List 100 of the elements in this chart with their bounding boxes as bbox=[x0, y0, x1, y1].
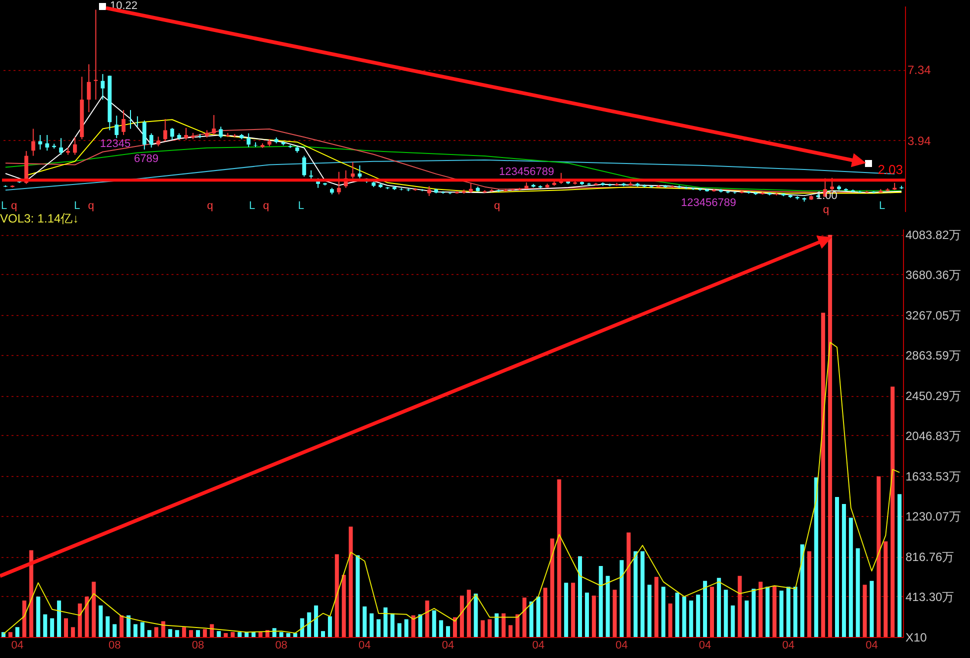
candlestick bbox=[45, 134, 50, 152]
bar bbox=[320, 631, 325, 637]
bar bbox=[460, 596, 464, 637]
y-tick-label: 3267.05万 bbox=[906, 308, 961, 323]
annotation: L bbox=[1, 200, 8, 212]
bar bbox=[238, 632, 242, 637]
bar bbox=[744, 600, 749, 637]
bar bbox=[252, 632, 256, 637]
bar bbox=[411, 615, 416, 637]
bar bbox=[112, 624, 117, 637]
bar bbox=[647, 584, 652, 637]
bar bbox=[78, 603, 82, 637]
x-tick-label: 04 bbox=[698, 640, 712, 652]
candlestick bbox=[246, 132, 251, 148]
annotation: q bbox=[263, 200, 270, 212]
x-tick-label: 04 bbox=[358, 640, 371, 652]
bar bbox=[890, 386, 895, 637]
bar bbox=[571, 582, 576, 637]
bar bbox=[508, 625, 513, 637]
y-tick-label: 2046.83万 bbox=[906, 428, 961, 443]
bar bbox=[22, 600, 26, 637]
bar bbox=[189, 630, 194, 637]
bar bbox=[557, 479, 562, 637]
bar bbox=[876, 476, 881, 637]
bar bbox=[279, 632, 284, 637]
annotation: L bbox=[249, 200, 256, 212]
bar bbox=[779, 590, 784, 637]
bar bbox=[50, 618, 54, 637]
bar bbox=[835, 497, 840, 637]
candlestick bbox=[302, 155, 306, 178]
bar bbox=[584, 592, 589, 637]
bar bbox=[529, 602, 534, 637]
line-series bbox=[2, 342, 900, 635]
annotation: 12345 bbox=[100, 138, 131, 150]
candlestick bbox=[136, 116, 140, 128]
bar bbox=[564, 582, 568, 637]
bar bbox=[328, 616, 332, 637]
bar bbox=[210, 624, 214, 637]
y-tick-label: 413.30万 bbox=[906, 590, 954, 604]
bar bbox=[488, 619, 492, 637]
candlestick bbox=[142, 120, 146, 150]
bar bbox=[43, 614, 48, 637]
candlestick bbox=[86, 64, 91, 113]
bar bbox=[202, 629, 207, 637]
bar bbox=[432, 610, 436, 637]
x-tick-label: 04 bbox=[782, 640, 795, 652]
bar bbox=[425, 600, 430, 637]
bar bbox=[147, 630, 152, 637]
bar bbox=[307, 612, 312, 637]
bar bbox=[196, 630, 200, 637]
candlestick bbox=[184, 127, 188, 140]
y-tick-label: 7.34 bbox=[908, 63, 932, 78]
bar bbox=[612, 590, 617, 637]
bar bbox=[370, 613, 374, 637]
bar bbox=[133, 624, 138, 637]
candlestick bbox=[163, 118, 168, 142]
bar bbox=[439, 620, 444, 637]
x-tick-label: 04 bbox=[866, 640, 878, 652]
bar bbox=[418, 614, 422, 637]
bar bbox=[126, 615, 131, 637]
bar bbox=[550, 538, 554, 637]
y-tick-label: 2450.29万 bbox=[906, 389, 961, 404]
candlestick bbox=[336, 171, 341, 195]
bar bbox=[682, 596, 686, 637]
candlestick bbox=[128, 110, 132, 130]
bar bbox=[64, 618, 68, 637]
bar bbox=[870, 580, 874, 637]
bar bbox=[689, 600, 694, 637]
bar bbox=[772, 586, 776, 637]
bar bbox=[738, 576, 742, 637]
annotation: q bbox=[207, 200, 214, 212]
bar bbox=[675, 592, 680, 637]
bar bbox=[36, 596, 40, 637]
bar bbox=[258, 632, 262, 637]
x-tick-label: 04 bbox=[442, 640, 454, 652]
bar bbox=[70, 627, 75, 637]
bar bbox=[730, 605, 735, 637]
bar bbox=[626, 532, 631, 637]
candlestick bbox=[218, 126, 223, 139]
bar bbox=[752, 588, 756, 637]
bar bbox=[606, 576, 610, 637]
bar bbox=[230, 632, 235, 637]
bar bbox=[84, 596, 89, 637]
bar bbox=[668, 603, 672, 637]
bar bbox=[293, 633, 298, 637]
bar bbox=[384, 607, 388, 637]
annotation: q bbox=[11, 200, 18, 212]
annotation: 123456789 bbox=[499, 166, 554, 178]
y-tick-label: 2863.59万 bbox=[906, 348, 961, 362]
bar bbox=[786, 586, 790, 637]
bar bbox=[814, 477, 818, 637]
bar bbox=[598, 566, 603, 637]
candlestick bbox=[149, 132, 154, 148]
bar bbox=[120, 615, 124, 637]
annotation: q bbox=[88, 200, 94, 212]
y-tick-label: 3680.36万 bbox=[906, 268, 961, 282]
bar bbox=[334, 554, 339, 637]
bar bbox=[766, 586, 770, 637]
bar bbox=[578, 556, 582, 637]
bar bbox=[154, 627, 158, 637]
